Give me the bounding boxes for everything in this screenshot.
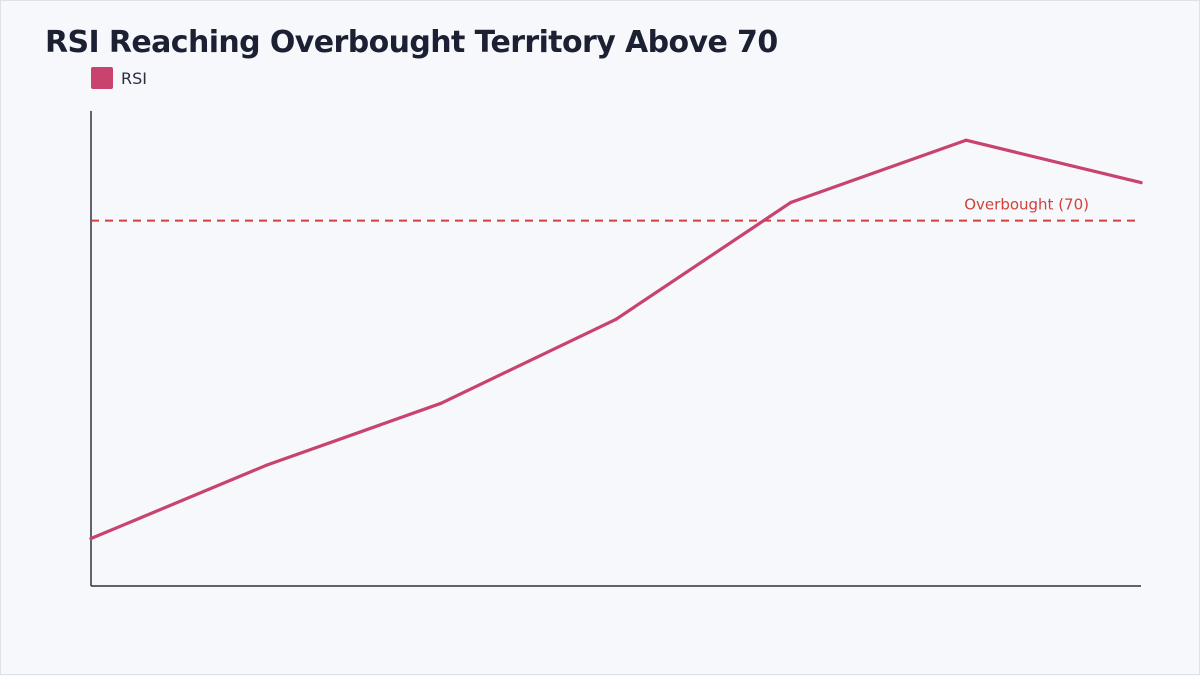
chart-title: RSI Reaching Overbought Territory Above … bbox=[45, 25, 778, 60]
data-point bbox=[264, 463, 268, 468]
data-point bbox=[789, 200, 793, 204]
data-point bbox=[439, 401, 443, 405]
data-point bbox=[614, 317, 618, 321]
data-point bbox=[964, 138, 968, 142]
data-point bbox=[89, 536, 93, 541]
overbought-label: Overbought (70) bbox=[964, 196, 1089, 214]
legend-label-rsi: RSI bbox=[121, 68, 147, 88]
data-point bbox=[1139, 181, 1143, 185]
legend: RSI bbox=[91, 67, 147, 89]
legend-swatch-rsi bbox=[91, 67, 113, 89]
data-points bbox=[89, 138, 1143, 541]
